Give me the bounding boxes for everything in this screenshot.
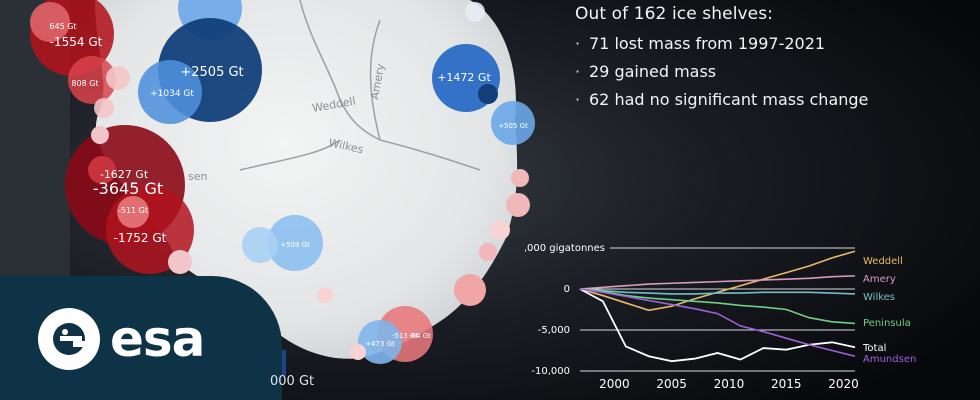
legend-peninsula: Peninsula xyxy=(863,318,911,329)
bubble-label-4: +2505 Gt xyxy=(180,65,243,80)
series-line-peninsula xyxy=(579,288,856,325)
series-line-amery xyxy=(579,275,856,290)
stats-panel: Out of 162 ice shelves: · 71 lost mass fr… xyxy=(575,4,868,114)
bubble-label-15: -64 Gt xyxy=(409,332,431,340)
stat-text: 29 gained mass xyxy=(589,62,717,81)
bubble-labels: 645 Gt -1554 Gt 808 Gt +2505 Gt +1034 Gt… xyxy=(49,22,528,348)
series-line-weddell xyxy=(579,250,856,312)
esa-logo: esa xyxy=(38,308,205,370)
region-partial: sen xyxy=(188,170,207,183)
stat-text: 62 had no significant mass change xyxy=(589,90,869,109)
stat-item: · 29 gained mass xyxy=(575,62,717,81)
bottom-partial-label: 000 Gt xyxy=(270,374,315,389)
stat-item: · 62 had no significant mass change xyxy=(575,90,869,109)
legend-weddell: Weddell xyxy=(863,256,903,267)
y-tick-label: 0 xyxy=(564,284,570,295)
x-tick-label: 2010 xyxy=(714,377,745,391)
bubble-label-14: +473 Gt xyxy=(365,340,395,348)
legend-amundsen: Amundsen xyxy=(863,354,916,365)
chart-gridlines xyxy=(580,247,855,372)
bubble-label-7: +505 Gt xyxy=(498,122,528,130)
x-tick-label: 2020 xyxy=(828,377,859,391)
y-axis-ticks: +5,000 gigatonnes 0 -5,000 -10,000 xyxy=(525,243,605,377)
y-tick-label: +5,000 gigatonnes xyxy=(525,243,605,254)
bubble-label-3: 808 Gt xyxy=(71,79,98,88)
legend-total: Total xyxy=(862,343,886,354)
mass-change-bubbles xyxy=(30,0,535,376)
stat-text: 71 lost mass from 1997-2021 xyxy=(589,34,826,53)
bubble-label-12: +509 Gt xyxy=(280,241,310,249)
y-tick-label: -10,000 xyxy=(531,366,570,377)
x-axis-ticks: 2000 2005 2010 2015 2020 xyxy=(599,377,859,391)
esa-logo-mark-icon xyxy=(38,308,100,370)
bubble-label-9: -3645 Gt xyxy=(93,179,163,198)
series-lines xyxy=(579,250,856,363)
mass-change-chart: +5,000 gigatonnes 0 -5,000 -10,000 2000 2005… xyxy=(525,243,916,391)
region-amery: Amery xyxy=(368,62,387,100)
bubble-label-10: -511 Gt xyxy=(118,206,148,215)
bubble-label-6: +1472 Gt xyxy=(437,71,491,84)
bubble-label-8: -1627 Gt xyxy=(100,168,149,181)
bubble-label-5: +1034 Gt xyxy=(150,89,194,99)
stat-item: · 71 lost mass from 1997-2021 xyxy=(575,34,826,53)
x-tick-label: 2015 xyxy=(771,377,802,391)
legend-amery: Amery xyxy=(863,274,896,285)
series-line-wilkes xyxy=(579,288,856,295)
series-line-total xyxy=(579,288,856,363)
bubble-label-11: -1752 Gt xyxy=(114,231,167,245)
bubble-label-1: 645 Gt xyxy=(49,22,76,31)
esa-logo-text: esa xyxy=(110,310,205,368)
legend-wilkes: Wilkes xyxy=(863,292,895,303)
y-tick-label: -5,000 xyxy=(538,325,570,336)
series-line-amundsen xyxy=(579,288,856,358)
bubble-label-13: -513 Gt xyxy=(392,332,419,340)
headline: Out of 162 ice shelves: xyxy=(575,4,774,24)
x-tick-label: 2005 xyxy=(656,377,687,391)
bubble-label-2: -1554 Gt xyxy=(50,35,103,49)
x-tick-label: 2000 xyxy=(599,377,630,391)
stats-list: · 71 lost mass from 1997-2021 · 29 gained … xyxy=(575,30,868,114)
